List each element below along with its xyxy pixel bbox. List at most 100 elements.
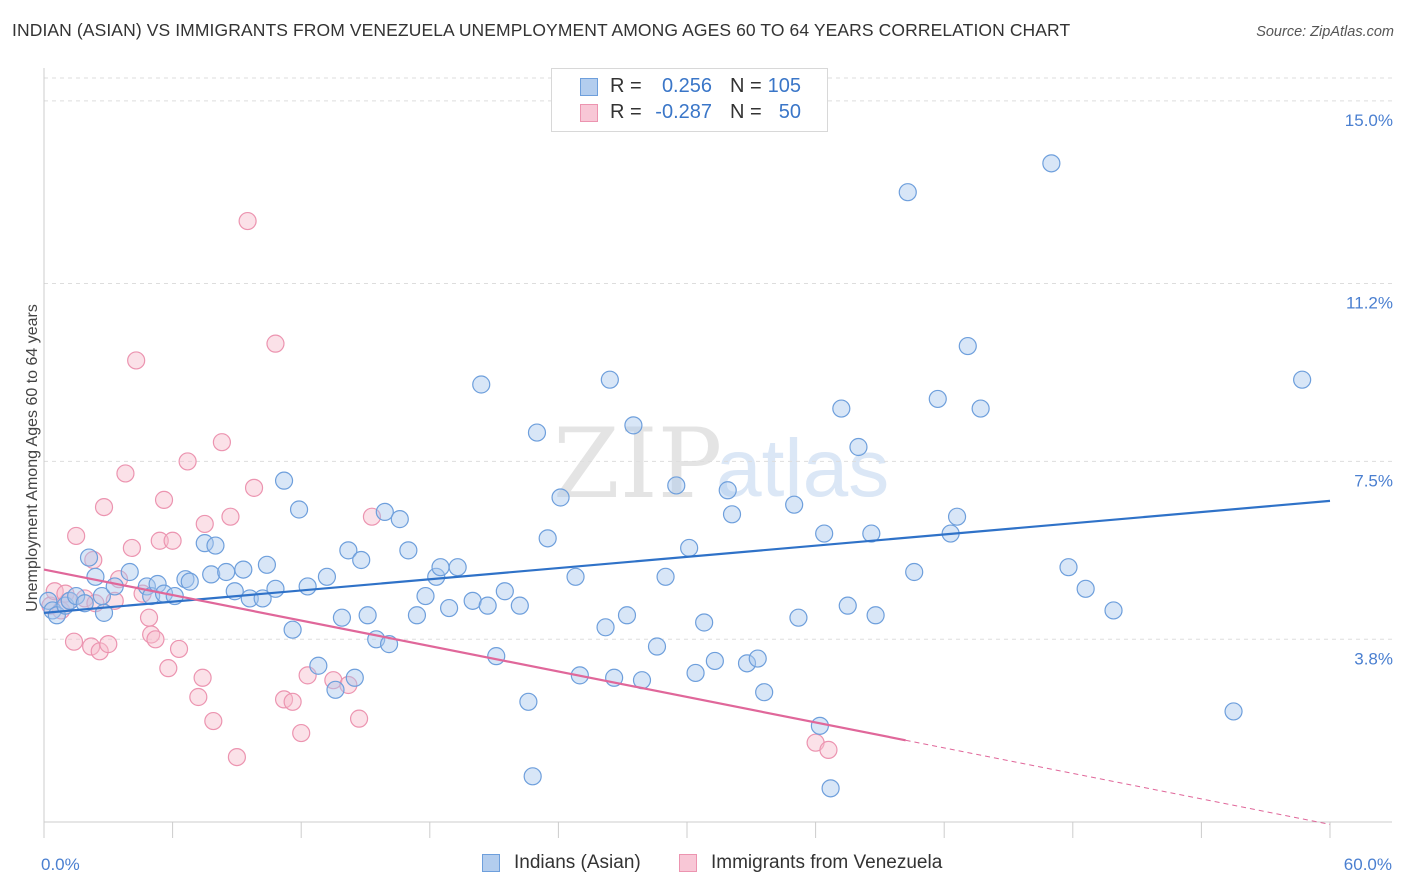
watermark-atlas: atlas	[716, 423, 889, 514]
venezuela-point	[146, 630, 165, 649]
indian-point	[317, 567, 337, 586]
legend-swatch-blue	[580, 78, 598, 96]
indian-point	[1293, 370, 1312, 389]
x-tick-label: 60.0%	[1344, 855, 1392, 874]
indian-point	[195, 534, 214, 553]
venezuela-point	[193, 668, 212, 687]
indian-point	[624, 416, 643, 435]
indian-point	[1042, 154, 1061, 173]
indian-point	[737, 654, 757, 673]
indian-point	[755, 683, 774, 702]
indian-point	[1104, 601, 1123, 620]
chart-title: INDIAN (ASIAN) VS IMMIGRANTS FROM VENEZU…	[12, 20, 1071, 40]
venezuela-point	[221, 507, 240, 526]
bottom-swatch-blue	[482, 854, 500, 872]
indian-point	[75, 594, 94, 613]
venezuela-point	[244, 478, 264, 497]
source-credit: Source: ZipAtlas.com	[1256, 24, 1394, 40]
venezuela-point	[227, 747, 246, 767]
y-tick-label: 11.2%	[1346, 294, 1393, 313]
indian-point	[298, 577, 317, 596]
legend-row-venezuela: R = -0.287 N = 50	[552, 100, 827, 126]
venezuela-point	[169, 639, 189, 659]
y-tick-label: 7.5%	[1354, 471, 1393, 490]
trend-lines	[43, 499, 1331, 825]
indian-point	[416, 586, 435, 606]
venezuela-point	[45, 582, 64, 601]
indian-point	[566, 567, 585, 586]
indian-point	[407, 606, 427, 625]
indian-point	[647, 637, 667, 656]
indian-point	[519, 692, 538, 711]
indian-point	[495, 582, 514, 601]
indian-point	[439, 598, 459, 618]
zipatlas-watermark: ZIP atlas	[553, 408, 889, 520]
venezuela-point	[150, 531, 169, 550]
indian-point	[695, 613, 714, 632]
indian-point	[472, 375, 491, 394]
indian-point	[680, 538, 699, 558]
legend-row-indian: R = 0.256 N = 105	[552, 74, 827, 100]
indian-point	[375, 502, 394, 522]
indian-point	[862, 524, 881, 543]
indian-point	[551, 488, 570, 507]
venezuela-point	[283, 692, 302, 711]
venezuela-point	[819, 740, 838, 759]
legend-n-label: N =	[730, 75, 762, 97]
indian-point	[718, 481, 737, 500]
venezuela-point	[212, 433, 231, 452]
indian-point	[722, 505, 742, 524]
indian-point	[478, 596, 497, 615]
indian-point	[332, 608, 352, 627]
indian-point	[105, 577, 124, 596]
y-tick-label: 15.0%	[1345, 111, 1393, 130]
axes	[43, 68, 1392, 838]
indian-point	[120, 562, 139, 582]
venezuela-point	[189, 687, 208, 707]
indian-point	[538, 529, 557, 548]
indian-point	[527, 423, 547, 442]
venezuela-point	[67, 526, 86, 546]
indian-point	[202, 565, 221, 584]
indian-point	[309, 656, 328, 675]
indian-point	[427, 567, 446, 586]
bottom-swatch-pink	[679, 854, 697, 872]
venezuela-point	[64, 632, 84, 651]
legend-swatch-pink	[580, 104, 598, 122]
venezuela-point	[195, 514, 214, 534]
indian-point	[217, 562, 236, 582]
stats-legend: R = 0.256 N = 105 R = -0.287 N = 50	[551, 68, 828, 132]
indian-point	[898, 183, 917, 202]
indian-point	[257, 555, 277, 574]
venezuela-point	[99, 635, 118, 654]
indian-point	[86, 567, 105, 586]
venezuela-point	[266, 334, 285, 353]
indian-point	[705, 651, 724, 671]
indian-point	[838, 596, 857, 615]
indian-point	[206, 536, 225, 555]
venezuela-point	[238, 211, 257, 231]
venezuela-point	[122, 538, 141, 558]
legend-r-value: -0.287	[655, 101, 712, 123]
venezuela-point	[292, 723, 311, 743]
venezuela-point	[127, 351, 146, 370]
indian-point	[448, 558, 467, 577]
indian-point	[399, 541, 418, 560]
indian-point	[617, 606, 637, 625]
indian-point	[596, 618, 615, 637]
indian-point	[947, 507, 967, 526]
bottom-legend-label: Immigrants from Venezuela	[711, 852, 943, 873]
indian-point	[1059, 558, 1078, 577]
indian-point	[431, 558, 450, 577]
indian-point	[815, 524, 834, 543]
indian-point	[39, 591, 58, 610]
venezuela-point	[159, 659, 178, 678]
legend-n-value: 105	[767, 75, 801, 97]
indian-point	[656, 567, 675, 586]
indian-point	[283, 620, 302, 639]
tick-labels: 3.8% 7.5% 11.2% 15.0% 0.0% 60.0%	[41, 111, 1393, 874]
indian-point	[523, 767, 542, 786]
watermark-zip: ZIP	[553, 408, 722, 520]
indian-point	[390, 510, 409, 529]
indian-point	[686, 663, 705, 683]
